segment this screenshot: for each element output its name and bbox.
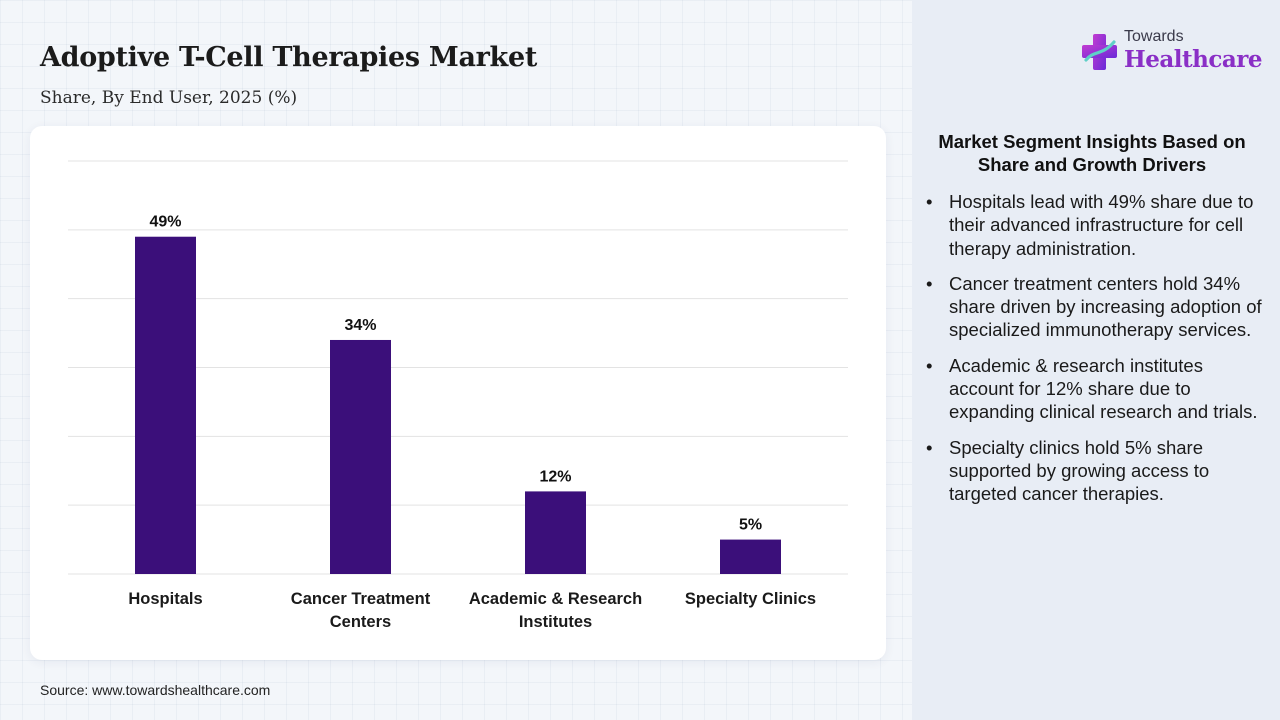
page-title: Adoptive T-Cell Therapies Market [40, 42, 538, 73]
x-tick-label: Academic & Research Institutes [469, 590, 642, 631]
insights-panel [912, 0, 1280, 720]
page-subtitle: Share, By End User, 2025 (%) [40, 88, 298, 108]
insight-item: • Hospitals lead with 49% share due to t… [922, 190, 1262, 260]
insight-item: • Academic & research institutes account… [922, 354, 1262, 424]
bullet-marker: • [926, 354, 933, 376]
data-label: 5% [739, 517, 762, 534]
insight-text: Academic & research institutes account f… [949, 354, 1258, 423]
insight-text: Specialty clinics hold 5% share supporte… [949, 436, 1210, 505]
logo-text-bottom: Healthcare [1124, 46, 1263, 73]
bar [330, 339, 391, 574]
insights-title: Market Segment Insights Based on Share a… [938, 131, 1246, 175]
x-tick-label: Specialty Clinics [685, 590, 816, 608]
bullet-marker: • [926, 436, 933, 458]
bar-chart: 49% Hospitals 34% Cancer Treatment Centers 12… [68, 160, 848, 631]
insight-item: • Cancer treatment centers hold 34% shar… [922, 272, 1262, 342]
bar [525, 491, 586, 574]
insight-text: Cancer treatment centers hold 34% share … [949, 272, 1262, 341]
source-note: Source: www.towardshealthcare.com [40, 682, 271, 698]
brand-logo: Towards Healthcare [1080, 28, 1263, 78]
data-label: 34% [344, 317, 376, 334]
data-label: 12% [539, 468, 571, 485]
x-tick-label: Hospitals [128, 590, 202, 608]
bar [135, 236, 196, 574]
chart-card: 49% Hospitals 34% Cancer Treatment Centers 12… [30, 126, 886, 660]
x-tick-label: Cancer Treatment Centers [291, 590, 431, 631]
data-label: 49% [149, 214, 181, 231]
bullet-marker: • [926, 191, 933, 212]
logo-text-top: Towards [1124, 28, 1184, 45]
insight-text: Hospitals lead with 49% share due to the… [949, 191, 1254, 259]
bar [720, 539, 781, 574]
insights-list: • Hospitals lead with 49% share due to t… [922, 190, 1262, 518]
cross-icon [1082, 34, 1117, 70]
insight-item: • Specialty clinics hold 5% share suppor… [922, 436, 1262, 506]
bullet-marker: • [926, 272, 933, 294]
